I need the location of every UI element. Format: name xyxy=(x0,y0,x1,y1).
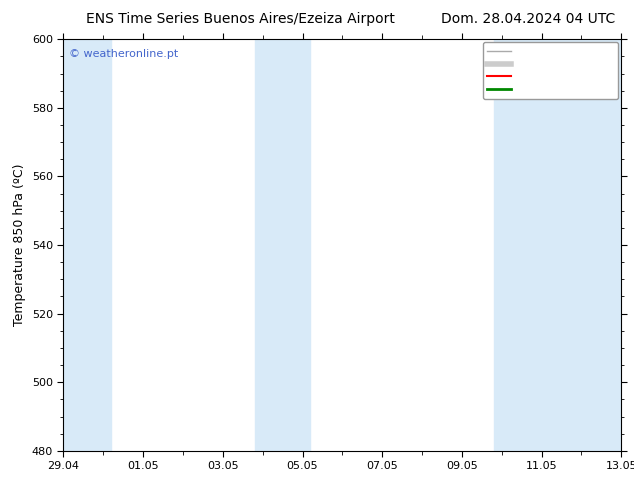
Bar xyxy=(494,39,625,451)
Text: © weatheronline.pt: © weatheronline.pt xyxy=(69,49,178,59)
Text: ENS Time Series Buenos Aires/Ezeiza Airport: ENS Time Series Buenos Aires/Ezeiza Airp… xyxy=(86,12,396,26)
Text: Dom. 28.04.2024 04 UTC: Dom. 28.04.2024 04 UTC xyxy=(441,12,615,26)
Legend: min/max, Desvio padr tilde;o, Ensemble mean run, Controll run: min/max, Desvio padr tilde;o, Ensemble m… xyxy=(483,42,618,98)
Bar xyxy=(255,39,311,451)
Bar xyxy=(60,39,111,451)
Y-axis label: Temperature 850 hPa (ºC): Temperature 850 hPa (ºC) xyxy=(13,164,26,326)
